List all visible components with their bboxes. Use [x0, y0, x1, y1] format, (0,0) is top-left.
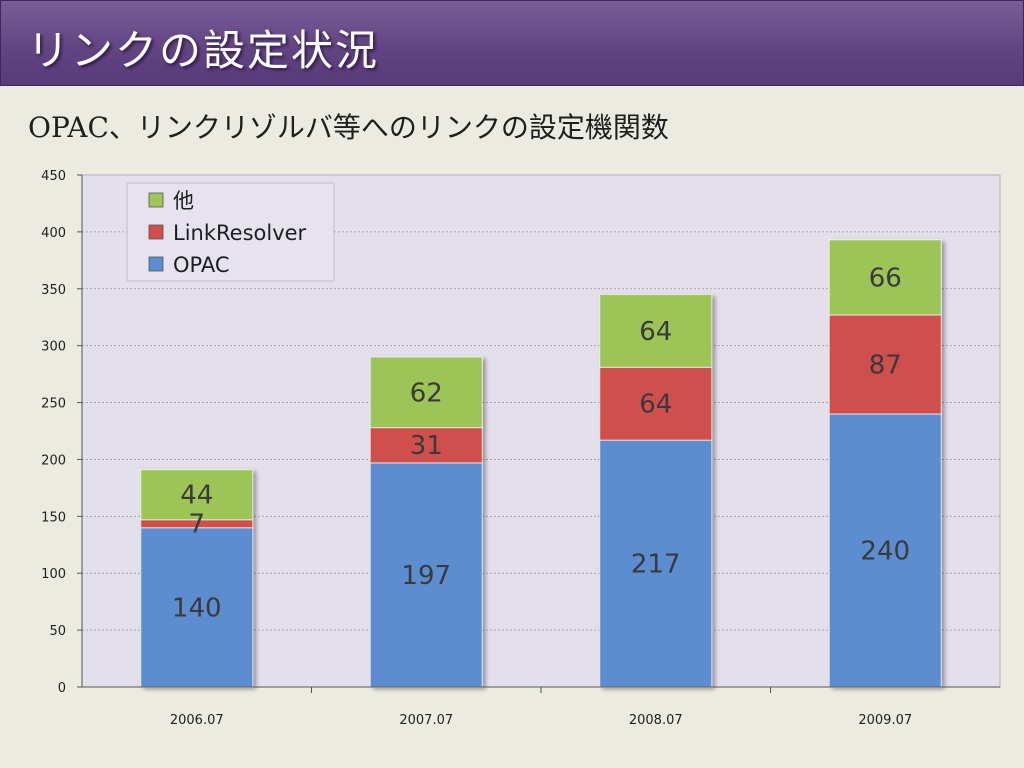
- y-tick-label: 250: [41, 397, 66, 412]
- x-tick-label: 2006.07: [170, 713, 224, 728]
- data-label: 62: [410, 378, 443, 408]
- y-tick-label: 100: [41, 567, 66, 582]
- data-label: 31: [410, 431, 443, 461]
- bar-segment: [599, 293, 713, 368]
- bar-segment: [140, 469, 254, 521]
- data-label: 64: [639, 317, 672, 347]
- x-tick-label: 2007.07: [399, 713, 453, 728]
- bar-stack: [828, 239, 942, 688]
- bar-segment: [599, 439, 713, 688]
- legend-label: 他: [173, 189, 194, 213]
- y-tick-label: 50: [49, 624, 66, 639]
- data-label: 66: [869, 263, 902, 293]
- data-label: 44: [180, 481, 213, 511]
- bar-segment: [369, 462, 483, 688]
- data-label: 87: [869, 350, 902, 380]
- data-label: 140: [172, 593, 222, 623]
- legend: 他 LinkResolver OPAC: [126, 182, 335, 282]
- legend-label: LinkResolver: [173, 221, 307, 245]
- y-tick-label: 350: [41, 283, 66, 298]
- y-tick-label: 400: [41, 226, 66, 241]
- bars: 140 744 197 31 62 217 64 64 240 87 66: [140, 239, 942, 688]
- bar-stack: [140, 469, 254, 688]
- x-tick-label: 2009.07: [858, 713, 912, 728]
- legend-swatch: [148, 192, 164, 208]
- slide-subtitle: OPAC、リンクリゾルバ等へのリンクの設定機関数: [28, 111, 669, 144]
- legend-label: OPAC: [173, 253, 230, 277]
- y-tick-label: 0: [58, 681, 66, 696]
- y-tick-label: 300: [41, 340, 66, 355]
- bar-segment: [369, 426, 483, 464]
- axes: 0 50 100 150 200 250 300 350 400 450 2006.07 2007.0…: [41, 169, 1000, 728]
- x-tick-label: 2008.07: [629, 713, 683, 728]
- data-label: 197: [401, 561, 451, 591]
- bar-stack: [369, 356, 483, 688]
- data-label: 240: [860, 536, 910, 566]
- data-label: 7: [188, 510, 205, 540]
- title-bar: リンクの設定状況: [0, 0, 1024, 86]
- data-label: 217: [631, 550, 681, 580]
- legend-swatch: [148, 256, 164, 272]
- bar-stack: [599, 293, 713, 688]
- legend-swatch: [148, 224, 164, 240]
- y-tick-label: 200: [41, 453, 66, 468]
- bar-segment: [828, 314, 942, 415]
- slide-title: リンクの設定状況: [27, 26, 380, 75]
- y-tick-label: 150: [41, 510, 66, 525]
- data-label: 64: [639, 390, 672, 420]
- bar-segment: [140, 527, 254, 688]
- bar-segment: [828, 413, 942, 688]
- y-tick-label: 450: [41, 169, 66, 184]
- bar-segment: [369, 356, 483, 429]
- bar-segment: [828, 239, 942, 316]
